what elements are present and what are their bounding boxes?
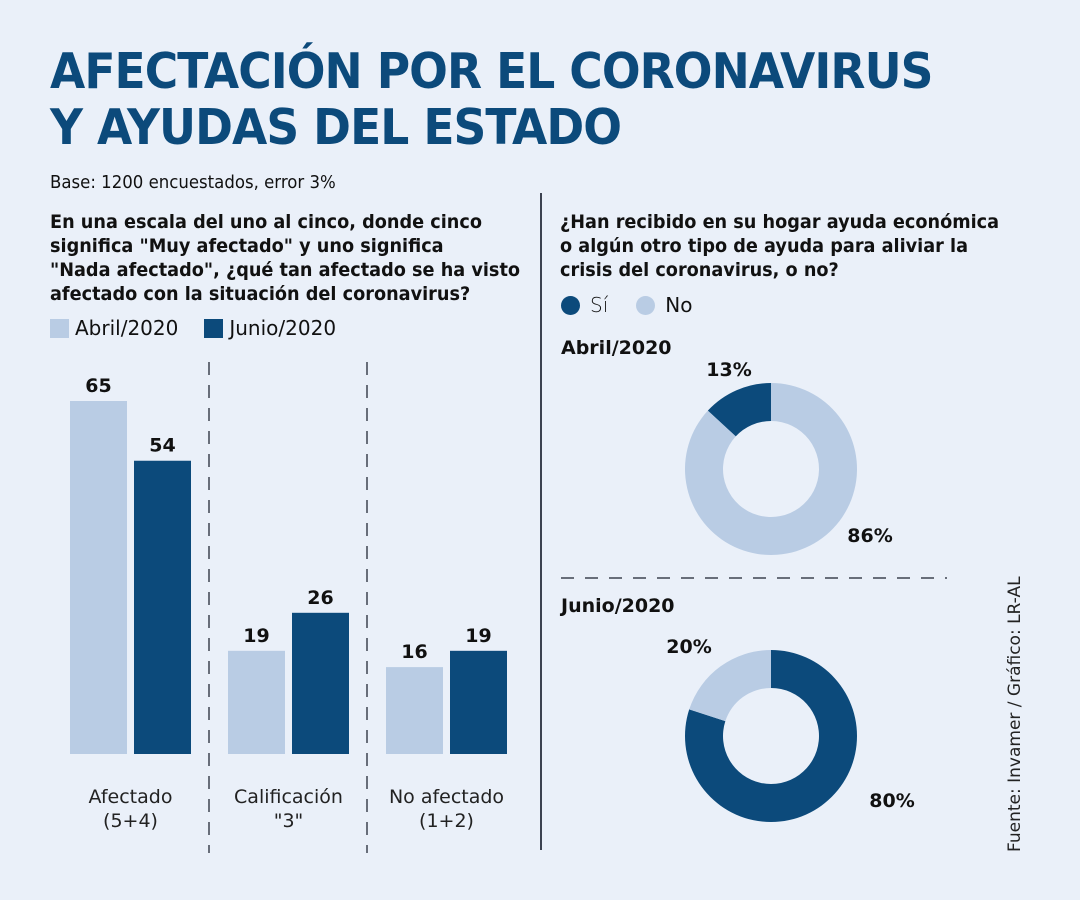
bar-junio — [292, 612, 349, 754]
question-line: significa "Muy afectado" y uno significa — [50, 235, 444, 257]
title-line-2: Y AYUDAS DEL ESTADO — [50, 99, 622, 156]
donut-percent-label: 80% — [869, 790, 914, 812]
category-label: "3" — [274, 810, 304, 832]
legend-dot-si — [561, 295, 580, 315]
donut-slice-si — [707, 383, 771, 437]
bar-value-label: 26 — [307, 587, 333, 609]
bar-junio — [134, 460, 191, 754]
donut-percent-label: 20% — [666, 636, 711, 658]
bar-value-label: 19 — [465, 625, 491, 647]
bar-chart-legend: Abril/2020 Junio/2020 — [50, 316, 336, 340]
legend-swatch-abril — [50, 318, 69, 338]
bar-value-label: 16 — [401, 641, 427, 663]
donut-percent-label: 13% — [706, 359, 751, 381]
question-line: afectado con la situación del coronaviru… — [50, 283, 471, 305]
question-line: "Nada afectado", ¿qué tan afectado se ha… — [50, 259, 521, 281]
category-label: (5+4) — [103, 810, 158, 832]
bar-abril — [386, 667, 443, 754]
category-label: No afectado — [389, 786, 504, 808]
category-label: Afectado — [89, 786, 173, 808]
bar-chart-question: En una escala del uno al cinco, donde ci… — [50, 210, 520, 306]
category-label: (1+2) — [419, 810, 474, 832]
legend-label-no: No — [665, 293, 693, 317]
bar-junio — [450, 650, 507, 754]
donut-legend: Sí No — [561, 293, 692, 317]
donut-percent-label: 86% — [847, 525, 892, 547]
panel-divider — [540, 193, 542, 850]
title-line-1: AFECTACIÓN POR EL CORONAVIRUS — [50, 43, 933, 100]
donut-slice-no — [689, 650, 771, 722]
donut-slice-no — [684, 383, 857, 555]
question-line: o algún otro tipo de ayuda para aliviar … — [560, 235, 969, 257]
page-title: AFECTACIÓN POR EL CORONAVIRUS Y AYUDAS D… — [50, 44, 933, 156]
legend-label-si: Sí — [590, 293, 609, 317]
category-label: Calificación — [234, 786, 343, 808]
bar-abril — [70, 401, 127, 754]
legend-label-junio: Junio/2020 — [229, 316, 337, 340]
period-label-abril: Abril/2020 — [561, 337, 672, 359]
period-label-junio: Junio/2020 — [561, 595, 675, 617]
donut-slice-si — [685, 650, 858, 823]
bar-value-label: 19 — [243, 625, 269, 647]
question-line: En una escala del uno al cinco, donde ci… — [50, 211, 482, 233]
question-line: crisis del coronavirus, o no? — [560, 259, 839, 281]
bar-value-label: 65 — [85, 375, 111, 397]
legend-label-abril: Abril/2020 — [75, 316, 179, 340]
legend-dot-no — [636, 295, 656, 315]
question-line: ¿Han recibido en su hogar ayuda económic… — [560, 211, 1000, 233]
donut-question: ¿Han recibido en su hogar ayuda económic… — [560, 210, 999, 282]
bar-value-label: 54 — [149, 435, 175, 457]
subtitle: Base: 1200 encuestados, error 3% — [50, 172, 336, 193]
legend-swatch-junio — [204, 318, 224, 338]
bar-abril — [228, 650, 285, 754]
